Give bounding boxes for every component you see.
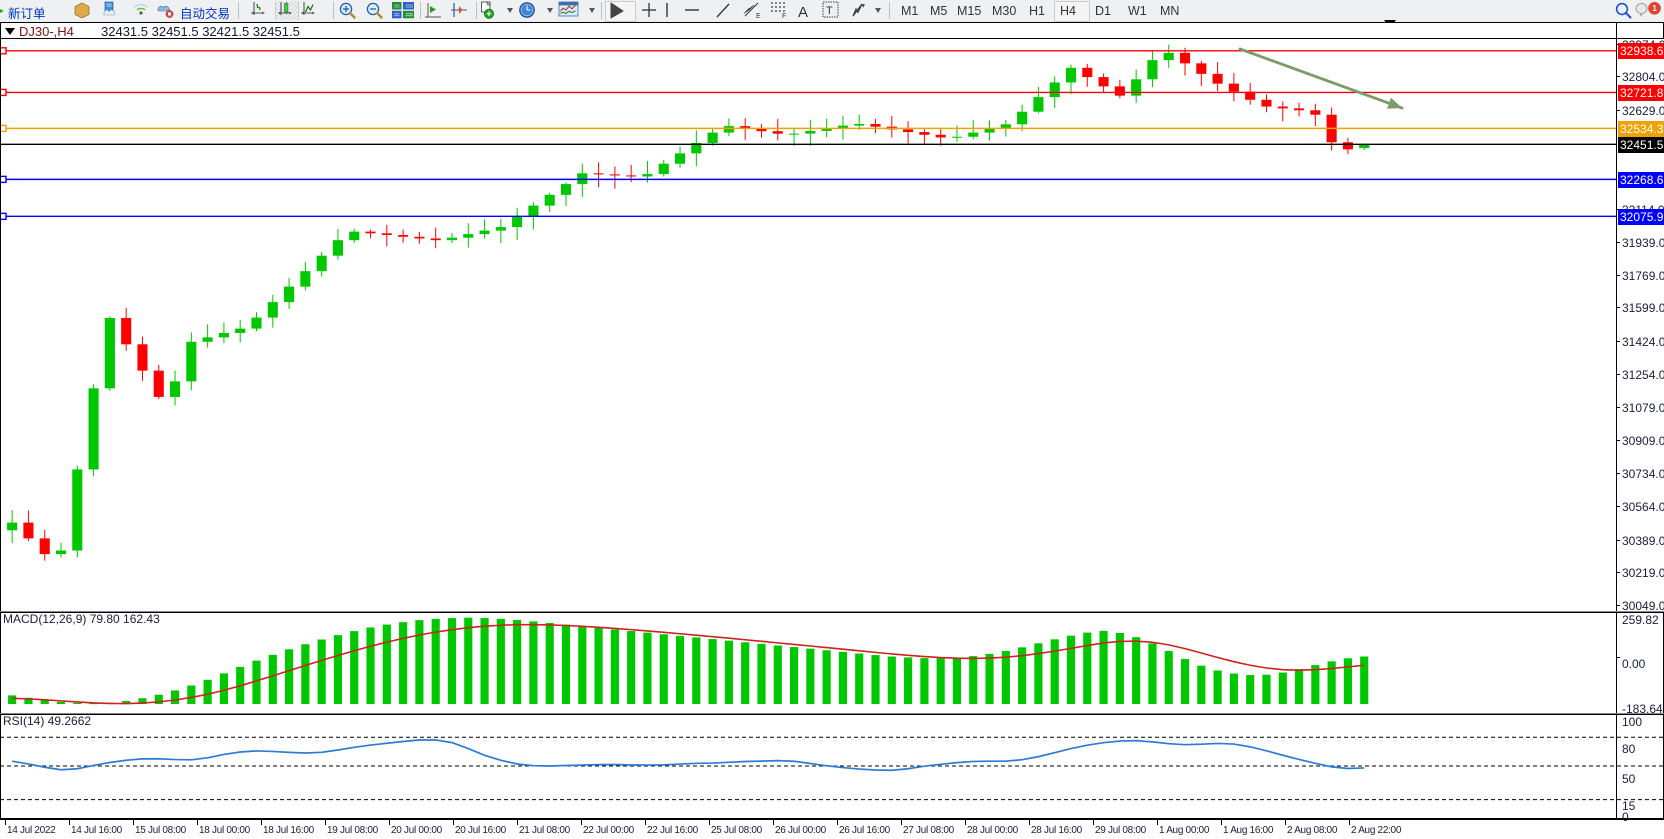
svg-text:MACD(12,26,9) 79.80 162.43: MACD(12,26,9) 79.80 162.43 xyxy=(3,612,160,626)
svg-text:RSI(14) 49.2662: RSI(14) 49.2662 xyxy=(3,714,91,728)
